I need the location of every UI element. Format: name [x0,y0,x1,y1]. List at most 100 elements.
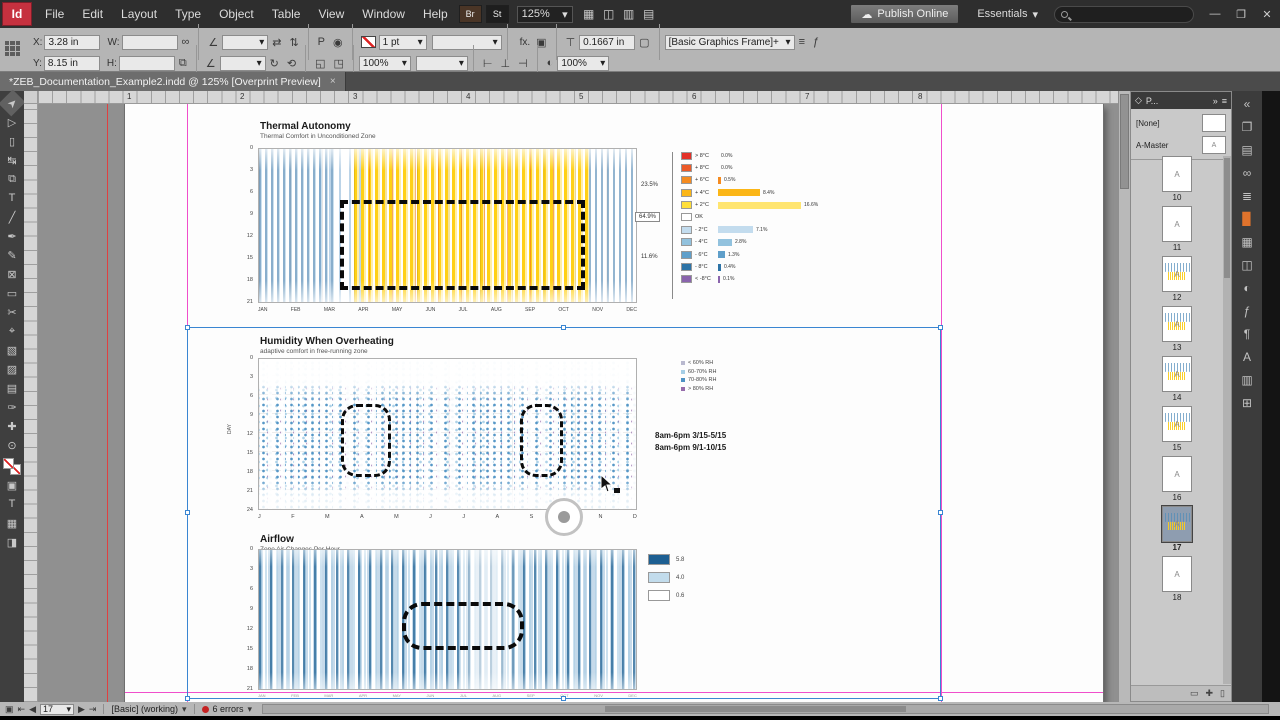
opacity-icon[interactable]: ◐ [546,57,554,69]
direct-selection-tool[interactable]: ▷ [7,116,17,129]
stroke-color-swatch[interactable] [360,36,376,48]
page-item[interactable]: A 14 [1162,356,1192,402]
panel-menu-icon[interactable]: ≡ [798,36,805,48]
frame-handle[interactable] [938,696,943,701]
scissors-tool[interactable]: ✂ [7,306,17,319]
links-panel-icon[interactable]: ∞ [1242,166,1252,180]
minimize-button[interactable]: — [1209,8,1221,20]
restore-button[interactable]: ❐ [1236,8,1246,21]
note-tool[interactable]: ▤ [6,382,18,395]
new-page-icon[interactable]: ✚ [1205,688,1214,698]
y-position-field[interactable]: 8.15 in [43,55,100,71]
corner-options-icon[interactable]: ▢ [639,36,650,49]
view-options-icon[interactable]: ▦ [582,7,595,21]
adjust-panel-icon[interactable]: ◐ [1243,281,1251,295]
rectangle-frame-tool[interactable]: ⊠ [7,268,17,281]
layers-panel-icon[interactable]: ▤ [1241,143,1253,157]
select-content-icon[interactable]: ◉ [333,36,343,49]
rotation-angle-field[interactable]: ▾ [222,34,269,50]
pages-panel-icon[interactable]: ❐ [1241,120,1253,134]
stroke-type-select[interactable]: ▾ [431,34,502,50]
master-thumbnail[interactable] [1202,114,1226,132]
x-position-field[interactable]: 3.28 in [44,34,101,50]
document-tab[interactable]: *ZEB_Documentation_Example2.indd @ 125% … [0,72,346,91]
scale-y-select[interactable]: ▾ [415,55,468,71]
zoom-tool[interactable]: ⊙ [7,439,17,452]
color-panel-icon[interactable]: ▉ [1242,212,1252,226]
stroke-swatch[interactable] [3,458,14,469]
width-field[interactable] [121,34,178,50]
search-input[interactable] [1054,5,1194,23]
vertical-scrollbar[interactable] [1118,91,1130,702]
align-right-icon[interactable]: ⊣ [518,57,528,70]
frame-handle[interactable] [185,325,190,330]
scrollbar-thumb[interactable] [1224,158,1230,278]
gradient-feather-tool[interactable]: ▨ [6,363,18,376]
page-thumbnail[interactable]: A [1162,206,1192,242]
frame-handle[interactable] [938,325,943,330]
eyedropper-tool[interactable]: ✑ [7,401,17,414]
fill-stroke-swatches[interactable] [3,458,21,475]
expand-panels-icon[interactable]: « [1243,97,1251,111]
bridge-button[interactable]: Br [458,5,482,23]
shear-angle-field[interactable]: ▾ [219,55,266,71]
frame-handle[interactable] [185,696,190,701]
select-container-icon[interactable]: P [317,36,325,48]
pen-tool[interactable]: ✒ [7,230,17,243]
page-thumbnail[interactable]: A [1162,256,1192,292]
page-thumbnail[interactable]: A [1162,406,1192,442]
horizontal-scrollbar[interactable] [262,704,1269,714]
menu-type[interactable]: Type [175,7,202,21]
cc-libraries-panel-icon[interactable]: ◫ [1241,258,1253,272]
rotate-90-ccw-icon[interactable]: ⟲ [286,57,297,70]
scale-x-select[interactable]: 100% ▾ [358,55,411,71]
first-page-icon[interactable]: ⇤ [17,703,26,714]
stock-button[interactable]: St [485,5,509,23]
edit-page-size-icon[interactable]: ▭ [1189,688,1199,698]
page-item[interactable]: A 12 [1162,256,1192,302]
page-thumbnail[interactable]: A [1162,506,1192,542]
prev-page-icon[interactable]: ◀ [29,703,36,714]
menu-view[interactable]: View [318,7,345,21]
page-item[interactable]: A 15 [1162,406,1192,452]
pencil-tool[interactable]: ✎ [7,249,17,262]
swatches-panel-icon[interactable]: ▦ [1241,235,1253,249]
page-item-selected[interactable]: A 17 [1162,506,1192,552]
apply-color-icon[interactable]: ▦ [6,517,18,530]
align-left-icon[interactable]: ⊢ [482,57,493,70]
opacity-select[interactable]: 100% ▾ [557,55,610,71]
pages-scrollbar[interactable] [1223,156,1231,684]
preflight-profile[interactable]: [Basic] (working) [111,704,178,714]
document-canvas[interactable]: Thermal Autonomy Thermal Comfort in Unco… [38,104,1118,702]
selected-frame[interactable] [185,325,943,701]
publish-online-button[interactable]: ☁ Publish Online [850,4,960,24]
gradient-swatch-tool[interactable]: ▧ [6,344,18,357]
screen-mode-icon[interactable]: ◫ [602,7,615,21]
content-collector-tool[interactable]: ⧉ [8,172,16,185]
line-tool[interactable]: ╱ [8,211,16,224]
delete-page-icon[interactable]: ▯ [1220,688,1225,698]
collapse-panel-icon[interactable]: » [1212,95,1218,106]
page-item[interactable]: A 16 [1162,456,1192,502]
next-page-icon[interactable]: ▶ [77,703,85,714]
guides-icon[interactable]: ▤ [642,7,655,21]
flip-vertical-icon[interactable]: ⇅ [289,36,299,49]
text-wrap-icon[interactable]: ⊤ [565,36,576,49]
arrange-documents-icon[interactable]: ▥ [622,7,635,21]
hand-tool[interactable]: ✚ [7,420,17,433]
height-field[interactable] [118,55,175,71]
free-transform-tool[interactable]: ⌖ [8,324,16,337]
tables-panel-icon[interactable]: ▥ [1241,373,1253,387]
formatting-text-icon[interactable]: T [8,498,16,510]
frame-handle[interactable] [938,510,943,515]
fit-frame-icon[interactable]: ◳ [333,57,344,70]
align-center-icon[interactable]: ⊥ [500,57,511,70]
stroke-weight-select[interactable]: 1 pt ▾ [378,34,427,50]
effects-panel-icon[interactable]: ƒ [1243,304,1251,318]
object-style-select[interactable]: [Basic Graphics Frame]+ ▾ [664,34,795,50]
page-item[interactable]: A 18 [1162,556,1192,602]
rectangle-tool[interactable]: ▭ [6,287,18,300]
fill-swatch[interactable] [10,464,21,475]
workspace-switcher[interactable]: Essentials ▾ [969,8,1046,21]
menu-help[interactable]: Help [422,7,448,21]
